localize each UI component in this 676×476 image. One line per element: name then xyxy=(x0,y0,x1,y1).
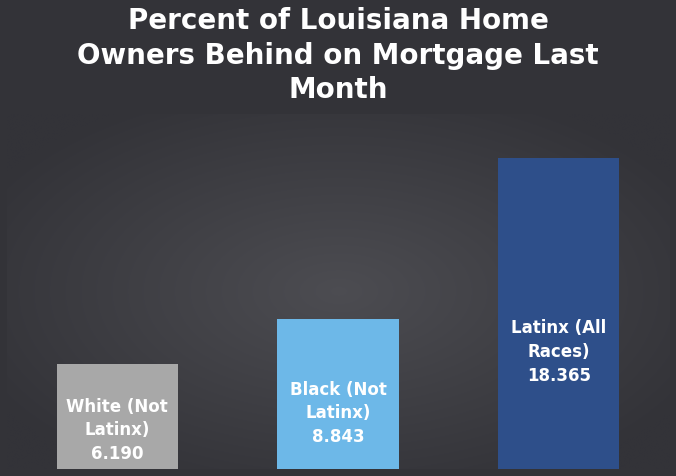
Bar xyxy=(498,159,619,469)
Title: Percent of Louisiana Home
Owners Behind on Mortgage Last
Month: Percent of Louisiana Home Owners Behind … xyxy=(77,7,599,104)
Text: Black (Not
Latinx)
8.843: Black (Not Latinx) 8.843 xyxy=(289,380,387,445)
Text: White (Not
Latinx)
6.190: White (Not Latinx) 6.190 xyxy=(66,397,168,462)
Bar xyxy=(57,365,178,469)
Text: Latinx (All
Races)
18.365: Latinx (All Races) 18.365 xyxy=(511,319,606,384)
Bar xyxy=(277,320,399,469)
